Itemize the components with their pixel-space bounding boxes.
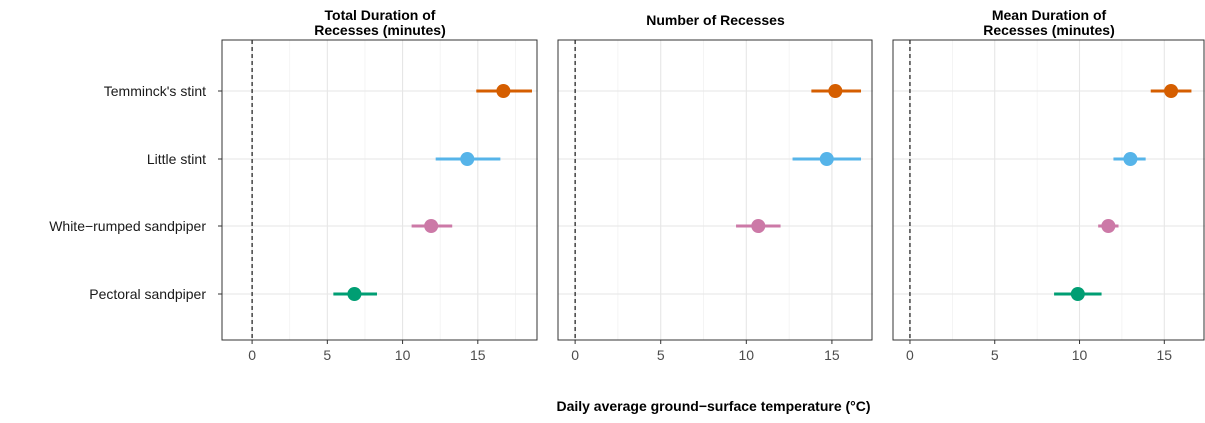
panel-title: Total Duration of xyxy=(325,7,436,23)
panel-border xyxy=(221,39,538,341)
data-point xyxy=(1101,219,1116,233)
x-tick-label: 5 xyxy=(323,347,331,363)
category-label: Temminck's stint xyxy=(104,83,206,99)
x-tick-label: 15 xyxy=(470,347,486,363)
data-point xyxy=(1164,84,1179,98)
panel-border xyxy=(557,39,873,341)
x-tick-label: 0 xyxy=(906,347,914,363)
x-tick-label: 15 xyxy=(824,347,840,363)
x-tick-label: 0 xyxy=(571,347,579,363)
x-tick-label: 10 xyxy=(395,347,411,363)
x-tick-label: 10 xyxy=(739,347,755,363)
data-point xyxy=(347,287,362,301)
category-label: White−rumped sandpiper xyxy=(49,218,206,234)
x-tick-label: 0 xyxy=(248,347,256,363)
data-point xyxy=(819,152,834,166)
data-point xyxy=(1123,152,1138,166)
panel-title: Recesses (minutes) xyxy=(983,22,1115,38)
data-point xyxy=(424,219,439,233)
data-point xyxy=(496,84,511,98)
data-point xyxy=(751,219,766,233)
x-axis-title: Daily average ground−surface temperature… xyxy=(556,398,870,414)
panel-title: Recesses (minutes) xyxy=(314,22,446,38)
category-label: Pectoral sandpiper xyxy=(89,286,206,302)
data-point xyxy=(828,84,843,98)
panel-2: 0 5 10 15 Number of Recesses xyxy=(557,12,873,363)
data-point xyxy=(1070,287,1085,301)
x-tick-label: 5 xyxy=(991,347,999,363)
panel-title: Number of Recesses xyxy=(646,12,785,28)
panel-border xyxy=(892,39,1205,341)
panel-title: Mean Duration of xyxy=(992,7,1107,23)
x-tick-label: 15 xyxy=(1157,347,1173,363)
category-label: Little stint xyxy=(147,151,206,167)
data-point xyxy=(460,152,475,166)
x-tick-label: 5 xyxy=(657,347,665,363)
x-tick-label: 10 xyxy=(1072,347,1088,363)
